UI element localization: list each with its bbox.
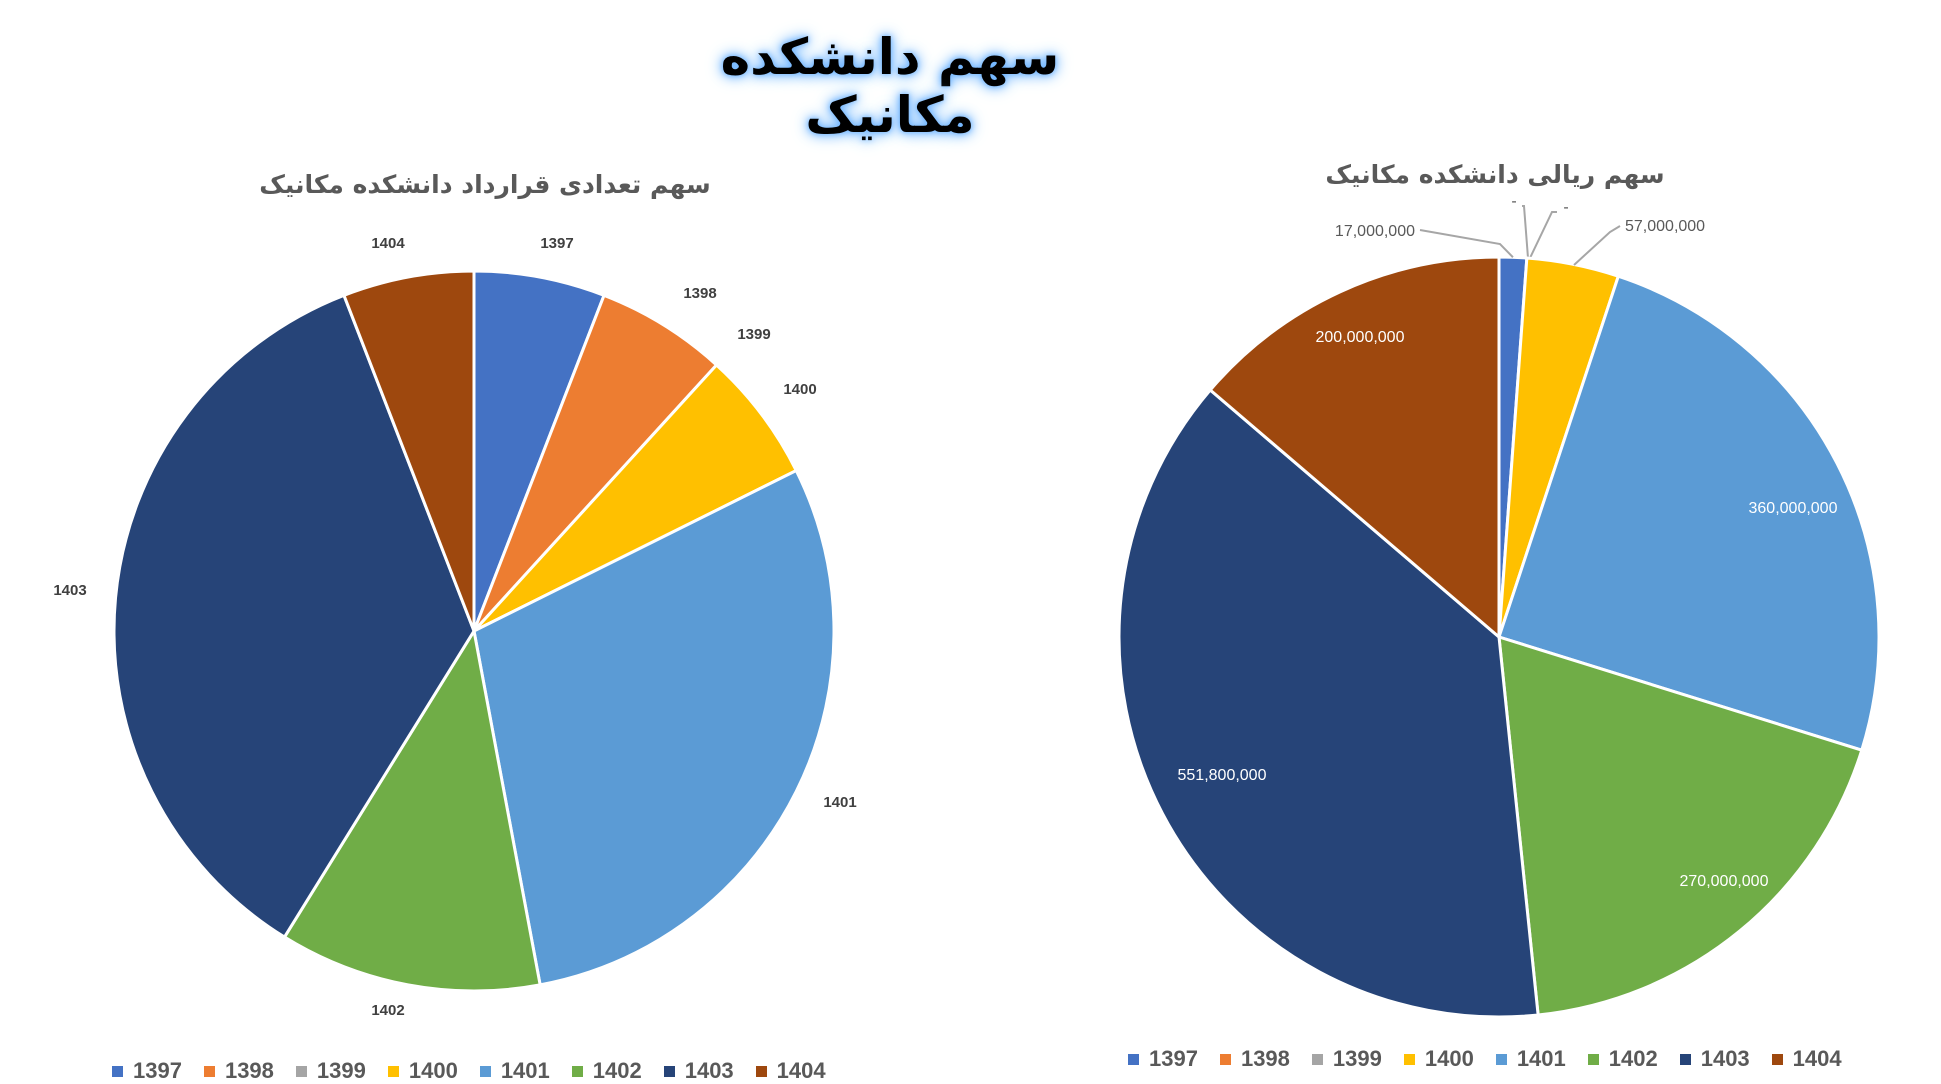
- legend-label-1404: 1404: [1792, 1046, 1842, 1071]
- data-label-1402: 1402: [371, 1002, 404, 1019]
- legend-item-1403: 1403: [1679, 1046, 1750, 1072]
- data-label-1398: -: [1511, 193, 1516, 210]
- data-label-1404: 1404: [371, 235, 405, 252]
- legend-item-1399: 1399: [295, 1058, 366, 1084]
- legend-label-1401: 1401: [500, 1058, 550, 1083]
- pie-slice-1403: [112, 293, 476, 940]
- data-label-1399: 1399: [737, 326, 770, 343]
- legend-swatch-1402: [1587, 1053, 1599, 1065]
- legend-item-1403: 1403: [663, 1058, 734, 1084]
- leader-line-1399: [1529, 211, 1557, 259]
- legend-label-1402: 1402: [1608, 1046, 1658, 1071]
- pie-slice-1401: [1497, 274, 1881, 753]
- legend-item-1402: 1402: [1587, 1046, 1658, 1072]
- legend-swatch-1399: [295, 1065, 307, 1077]
- pie-chart-0: 1397 1398 1399 1400 1401 1402 1403 1404: [53, 235, 856, 1019]
- pie-slice-1400: [472, 362, 799, 633]
- legend-label-1400: 1400: [1424, 1046, 1474, 1071]
- data-label-1403: 551,800,000: [1178, 767, 1267, 784]
- legend-item-1398: 1398: [203, 1058, 274, 1084]
- legend-item-1400: 1400: [387, 1058, 458, 1084]
- data-label-1397: 17,000,000: [1335, 223, 1415, 240]
- pie-slice-1404: [1208, 255, 1501, 641]
- pie-slice-1402: [1497, 634, 1864, 1017]
- pie-slice-1402: [282, 626, 542, 993]
- legend-label-1398: 1398: [1240, 1046, 1290, 1071]
- leader-line-1398: [1522, 205, 1529, 259]
- legend-item-1399: 1399: [1311, 1046, 1382, 1072]
- chart-title-count: سهم تعدادی قرارداد دانشکده مکانیک: [259, 170, 711, 199]
- data-label-1399: -: [1563, 199, 1568, 216]
- legend-item-1401: 1401: [479, 1058, 550, 1084]
- legend-label-1403: 1403: [684, 1058, 734, 1083]
- legend-swatch-1399: [1311, 1053, 1323, 1065]
- legend-swatch-1403: [663, 1065, 675, 1077]
- legend-rial: 1397 1398 1399 1400 1401 1402 1403 1404: [1128, 1046, 1864, 1072]
- legend-item-1397: 1397: [112, 1058, 182, 1084]
- legend-label-1397: 1397: [133, 1058, 182, 1083]
- data-label-1403: 1403: [53, 582, 86, 599]
- pie-slice-1398: [472, 293, 719, 633]
- legend-item-1397: 1397: [1128, 1046, 1198, 1072]
- pie-slice-1401: [472, 468, 836, 987]
- data-label-1400: 1400: [783, 381, 816, 398]
- legend-label-1399: 1399: [1332, 1046, 1382, 1071]
- legend-item-1401: 1401: [1495, 1046, 1566, 1072]
- leader-line-1397: [1419, 229, 1514, 258]
- legend-swatch-1404: [1771, 1053, 1783, 1065]
- page-title: سهم دانشکده مکانیک: [720, 28, 1060, 144]
- legend-label-1401: 1401: [1516, 1046, 1566, 1071]
- data-label-1402: 270,000,000: [1680, 873, 1769, 890]
- data-label-1404: 200,000,000: [1316, 329, 1405, 346]
- pie-slice-1404: [342, 269, 476, 632]
- leader-line-1400: [1573, 225, 1621, 266]
- legend-label-1400: 1400: [408, 1058, 458, 1083]
- legend-label-1402: 1402: [592, 1058, 642, 1083]
- legend-item-1404: 1404: [1771, 1046, 1842, 1072]
- legend-label-1403: 1403: [1700, 1046, 1750, 1071]
- legend-swatch-1397: [112, 1065, 123, 1077]
- legend-label-1398: 1398: [224, 1058, 274, 1083]
- legend-item-1400: 1400: [1403, 1046, 1474, 1072]
- legend-item-1404: 1404: [755, 1058, 826, 1084]
- legend-label-1397: 1397: [1149, 1046, 1198, 1071]
- legend-swatch-1397: [1128, 1053, 1139, 1065]
- pie-slice-1403: [1117, 387, 1540, 1019]
- legend-item-1402: 1402: [571, 1058, 642, 1084]
- legend-count: 1397 1398 1399 1400 1401 1402 1403 1404: [112, 1058, 848, 1084]
- legend-swatch-1398: [203, 1065, 215, 1077]
- legend-item-1398: 1398: [1219, 1046, 1290, 1072]
- legend-swatch-1400: [1403, 1053, 1415, 1065]
- data-label-1397: 1397: [540, 235, 573, 252]
- legend-swatch-1401: [479, 1065, 491, 1077]
- data-label-1400: 57,000,000: [1625, 218, 1705, 235]
- data-label-1398: 1398: [683, 285, 716, 302]
- legend-swatch-1402: [571, 1065, 583, 1077]
- legend-swatch-1403: [1679, 1053, 1691, 1065]
- data-label-1401: 360,000,000: [1749, 500, 1838, 517]
- data-label-1401: 1401: [823, 794, 856, 811]
- legend-swatch-1401: [1495, 1053, 1507, 1065]
- legend-swatch-1398: [1219, 1053, 1231, 1065]
- legend-label-1404: 1404: [776, 1058, 826, 1083]
- chart-title-rial: سهم ریالی دانشکده مکانیک: [1325, 160, 1665, 189]
- pie-slice-1397: [472, 269, 606, 632]
- legend-label-1399: 1399: [316, 1058, 366, 1083]
- legend-swatch-1404: [755, 1065, 767, 1077]
- legend-swatch-1400: [387, 1065, 399, 1077]
- pie-chart-1: 17,000,000 - - 57,000,000 360,000,000 270,000…: [1117, 193, 1881, 1019]
